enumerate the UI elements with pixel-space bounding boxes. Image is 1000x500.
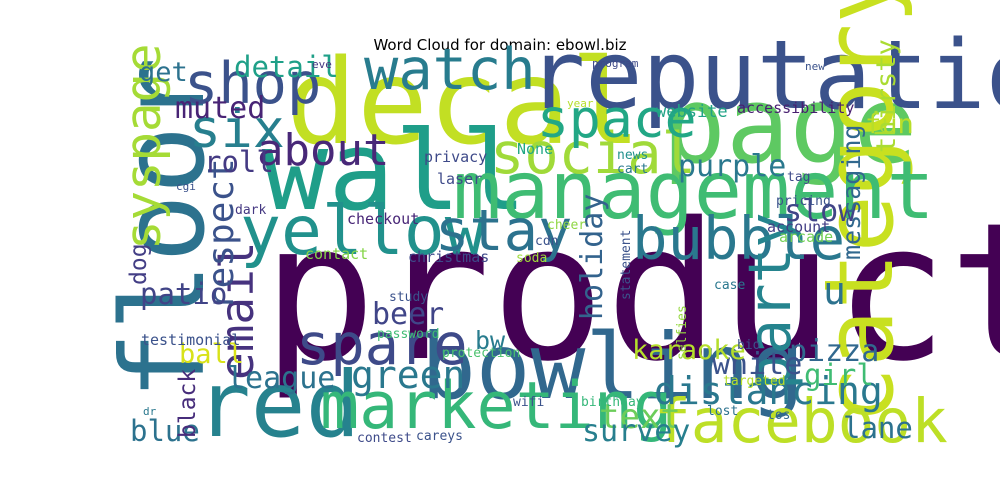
word-none: None [517,140,553,158]
word-spare: spare [296,312,468,378]
word-pricing: pricing [776,194,831,209]
word-karaoke: karaoke [632,335,746,366]
word-stay: stay [435,198,572,264]
word-space: space [537,89,697,150]
word-year: year [567,97,594,110]
word-selfies: selfies [675,305,690,360]
word-girl: girl [804,358,874,392]
word-roll: roll [204,145,274,179]
word-league: league [227,361,335,396]
word-tos: tos [767,408,790,423]
word-privacy: privacy [424,148,487,166]
word-yellow: yellow [240,192,486,271]
word-beer: beer [372,297,444,332]
word-birthday: birthday [581,395,644,410]
word-checkout: checkout [347,210,419,228]
word-dog: dog [126,243,152,285]
word-contact: contact [305,245,368,263]
word-green: green [351,353,465,397]
word-red: red [196,353,360,458]
word-cdn: cdn [535,234,558,249]
word-shop: shop [184,51,321,117]
word-careys: careys [416,429,463,444]
word-protection: protection [442,346,520,361]
word-reputation: reputation [528,21,1000,131]
word-six: six [189,99,285,160]
word-news: news [617,148,648,163]
word-lane: lane [843,411,913,445]
word-targeted: targeted [723,374,786,389]
word-get: get [139,57,188,88]
word-arcade: arcade [779,228,833,246]
word-case: case [714,278,745,293]
word-bio: bio [737,338,760,353]
word-email: email [210,242,264,380]
word-messaging: messaging [837,125,866,260]
word-black: black [175,369,201,438]
word-about: about [257,125,389,176]
word-laser: laser [437,170,482,188]
word-bubble: bubble [632,204,845,273]
word-wifi: wifi [513,395,544,410]
word-slow: slow [784,194,857,229]
word-statement: statement [619,230,634,300]
word-distancing: distancing [654,369,883,413]
word-purple: purple [678,149,786,184]
word-wall: wall [262,107,527,235]
word-u: u [823,269,846,313]
word-ball: ball [179,339,244,370]
word-cart: cart [617,162,648,177]
word-pizza: pizza [789,334,879,369]
word-password: password [377,327,440,342]
word-lost: lost [707,404,738,419]
word-fun: fun [865,109,914,140]
word-cgi: cgi [176,180,196,193]
word-holiday: holiday [575,194,610,320]
word-accessibility: accessibility [737,99,854,117]
word-marketing: marketing [320,369,672,444]
word-page: page [662,64,917,187]
word-eve: eve [312,58,332,71]
word-detail: detail [234,50,339,84]
word-survey: survey [582,414,690,449]
word-category: category [805,0,915,424]
word-patio: patio [140,277,227,311]
word-management: management [453,144,935,237]
word-dark: dark [235,203,266,218]
word-text: text [599,397,681,437]
word-decal: decal [286,33,641,171]
word-testimonial: testimonial [141,331,240,349]
word-facebook: facebook [654,386,948,457]
word-program: program [592,57,639,70]
word-watch: watch [364,37,536,103]
word-christmas: christmas [408,248,489,266]
word-cheer: cheer [547,218,586,233]
word-contest: contest [357,431,412,446]
word-respect: respect [201,158,242,310]
word-blue: blue [130,414,200,448]
word-website: website [656,102,728,122]
word-product: product [262,182,1000,403]
word-floor: floor [97,57,230,400]
word-muted: muted [175,91,265,126]
word-new: new [805,60,825,73]
word-bw: bw [475,326,506,355]
chart-title: Word Cloud for domain: ebowl.biz [373,36,627,54]
word-study: study [389,290,428,305]
word-thirsty: thirsty [871,39,902,153]
word-syspage: syspage [115,43,172,250]
word-soda: soda [516,251,547,266]
word-account: account [767,218,830,236]
word-social: social [490,121,696,187]
word-dr: dr [143,405,157,418]
word-white: white [712,347,802,382]
word-tag: tag [787,170,810,185]
word-bowling: bowling [421,315,805,420]
word-party: party [735,212,804,390]
